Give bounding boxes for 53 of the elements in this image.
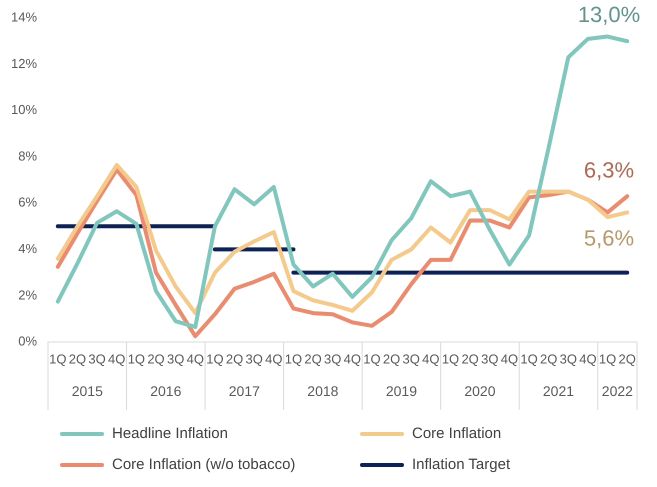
x-tick-label: 1Q (520, 351, 538, 366)
y-tick-label: 12% (10, 56, 38, 71)
legend-label: Inflation Target (412, 456, 510, 473)
x-tick-label: 1Q (363, 351, 381, 366)
x-tick-label: 2Q (68, 351, 86, 366)
x-tick-label: 3Q (88, 351, 106, 366)
x-tick-label: 2Q (461, 351, 479, 366)
x-tick-label: 2Q (382, 351, 400, 366)
data-label: 6,3% (584, 157, 634, 182)
x-tick-label: 1Q (49, 351, 67, 366)
y-tick-label: 4% (18, 241, 38, 256)
data-label: 5,6% (584, 225, 634, 250)
x-tick-label: 2Q (618, 351, 636, 366)
y-tick-label: 8% (18, 148, 38, 164)
text: 2015 (72, 382, 104, 399)
x-tick-label: 1Q (206, 351, 224, 366)
text: 2016 (150, 382, 182, 399)
x-tick-label: 1Q (598, 351, 616, 366)
x-tick-label: 3Q (402, 351, 420, 366)
y-tick-label: 10% (10, 102, 38, 118)
x-tick-label: 1Q (284, 351, 302, 366)
x-tick-label: 4Q (186, 351, 204, 366)
x-tick-label: 4Q (265, 351, 282, 366)
x-tick-label: 2Q (304, 351, 322, 366)
legend-label: Headline Inflation (112, 425, 228, 442)
x-tick-label: 3Q (166, 351, 184, 366)
x-tick-label: 3Q (481, 351, 498, 366)
y-tick-label: 6% (18, 194, 38, 210)
x-tick-label: 2Q (226, 351, 244, 366)
x-tick-label: 3Q (560, 351, 577, 366)
x-tick-label: 1Q (442, 351, 460, 366)
y-tick-label: 0% (18, 334, 38, 349)
x-tick-label: 2Q (540, 351, 558, 366)
x-tick-label: 4Q (344, 351, 361, 366)
text: 2017 (228, 382, 260, 399)
x-tick-label: 3Q (245, 351, 263, 366)
text: 2018 (307, 382, 339, 399)
text: 2022 (602, 382, 634, 399)
x-tick-label: 4Q (108, 351, 126, 366)
x-tick-label: 3Q (324, 351, 342, 366)
text: 2021 (542, 382, 574, 399)
x-tick-label: 4Q (500, 351, 518, 366)
text: 2020 (464, 382, 496, 399)
y-tick-label: 2% (18, 287, 38, 302)
x-tick-label: 2Q (147, 351, 165, 366)
text: 2019 (386, 382, 418, 399)
x-tick-label: 1Q (128, 351, 146, 366)
legend-label: Core Inflation (w/o tobacco) (112, 456, 296, 473)
x-tick-label: 4Q (579, 351, 597, 366)
x-tick-label: 4Q (422, 351, 440, 366)
data-label: 13,0% (578, 2, 640, 28)
y-tick-label: 14% (10, 10, 38, 25)
legend-label: Core Inflation (412, 425, 502, 442)
